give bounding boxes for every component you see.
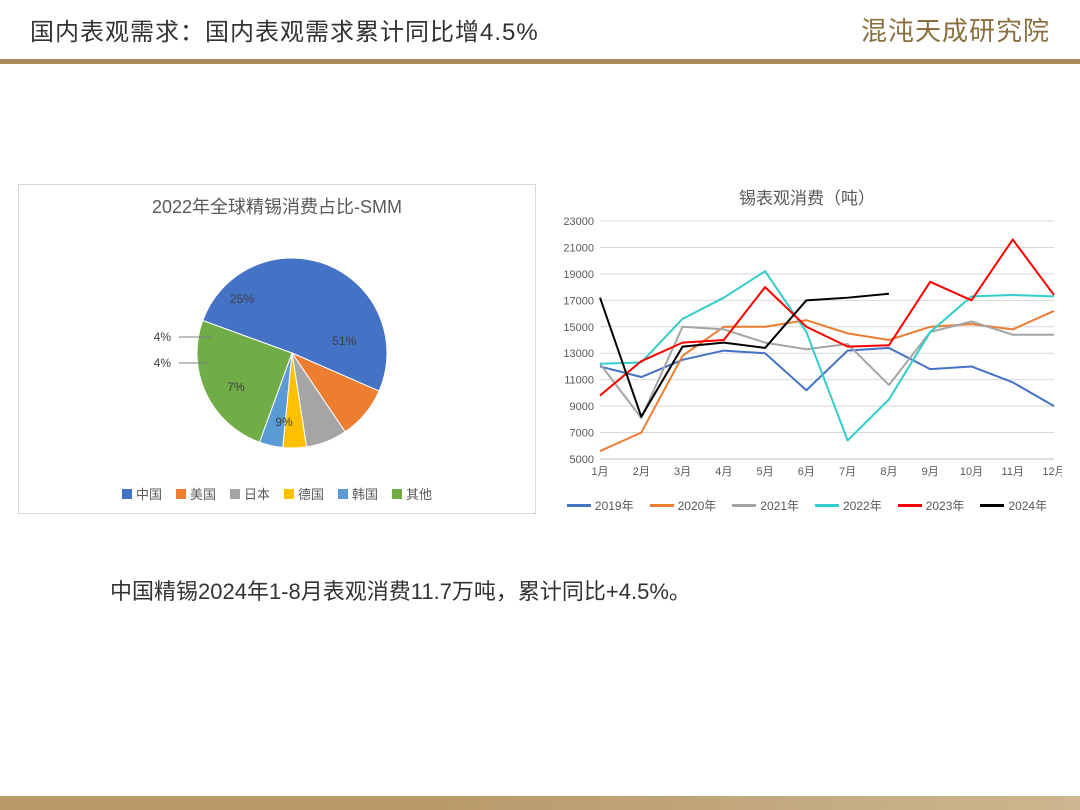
legend-label: 德国 — [298, 484, 324, 503]
pie-chart-svg: 51% 9% 7% 4% 4% 25% — [117, 235, 437, 465]
y-tick-label: 15000 — [563, 322, 594, 334]
institute-logo: 混沌天成研究院 — [861, 11, 1050, 48]
pie-chart-title: 2022年全球精锡消费占比-SMM — [152, 193, 402, 219]
y-tick-label: 13000 — [563, 348, 594, 360]
pie-label-中国: 51% — [332, 334, 356, 348]
pie-chart-panel: 2022年全球精锡消费占比-SMM 51% 9% 7% 4% 4% 25% 中国 美国 日本 德… — [18, 184, 536, 514]
legend-label: 2023年 — [926, 497, 965, 514]
legend-swatch — [815, 504, 839, 507]
pie-label-其他: 25% — [230, 292, 254, 306]
x-tick-label: 6月 — [798, 466, 815, 478]
x-tick-label: 12月 — [1042, 466, 1062, 478]
legend-swatch — [230, 489, 240, 499]
legend-label: 韩国 — [352, 484, 378, 503]
line-chart-panel: 锡表观消费（吨） 5000 7000 9000 11000 13000 15000 1700… — [552, 184, 1062, 514]
line-legend-item-2021年: 2021年 — [732, 497, 799, 514]
legend-swatch — [392, 489, 402, 499]
legend-swatch — [338, 489, 348, 499]
line-legend-item-2020年: 2020年 — [650, 497, 717, 514]
pie-legend-item-韩国: 韩国 — [338, 484, 378, 503]
x-tick-label: 8月 — [880, 466, 897, 478]
summary-text: 中国精锡2024年1-8月表观消费11.7万吨，累计同比+4.5%。 — [0, 514, 1080, 606]
x-tick-label: 4月 — [715, 466, 732, 478]
y-tick-label: 11000 — [564, 375, 594, 387]
legend-swatch — [567, 504, 591, 507]
legend-label: 中国 — [136, 484, 162, 503]
pie-chart-canvas: 51% 9% 7% 4% 4% 25% — [117, 223, 437, 476]
x-tick-label: 1月 — [591, 466, 608, 478]
line-chart-svg: 5000 7000 9000 11000 13000 15000 17000 19000 210… — [552, 215, 1062, 485]
line-legend-item-2024年: 2024年 — [980, 497, 1047, 514]
pie-label-德国: 4% — [154, 356, 172, 370]
legend-label: 2024年 — [1008, 497, 1047, 514]
pie-legend-item-美国: 美国 — [176, 484, 216, 503]
legend-label: 2022年 — [843, 497, 882, 514]
charts-row: 2022年全球精锡消费占比-SMM 51% 9% 7% 4% 4% 25% 中国 美国 日本 德… — [0, 64, 1080, 514]
line-series-2020年 — [600, 311, 1054, 451]
y-tick-label: 23000 — [563, 216, 594, 228]
legend-swatch — [650, 504, 674, 507]
legend-label: 2019年 — [595, 497, 634, 514]
legend-label: 其他 — [406, 484, 432, 503]
legend-swatch — [176, 489, 186, 499]
legend-label: 2020年 — [678, 497, 717, 514]
x-tick-label: 7月 — [839, 466, 856, 478]
x-tick-label: 3月 — [674, 466, 691, 478]
legend-label: 美国 — [190, 484, 216, 503]
legend-label: 日本 — [244, 484, 270, 503]
pie-label-日本: 7% — [227, 380, 245, 394]
legend-swatch — [284, 489, 294, 499]
line-legend-item-2022年: 2022年 — [815, 497, 882, 514]
y-tick-label: 17000 — [563, 295, 594, 307]
line-series-2022年 — [600, 271, 1054, 440]
legend-swatch — [122, 489, 132, 499]
x-tick-label: 5月 — [757, 466, 774, 478]
y-tick-label: 19000 — [563, 269, 594, 281]
pie-legend-item-其他: 其他 — [392, 484, 432, 503]
legend-swatch — [980, 504, 1004, 507]
header: 国内表观需求：国内表观需求累计同比增4.5% 混沌天成研究院 — [0, 0, 1080, 64]
line-chart-title: 锡表观消费（吨） — [552, 184, 1062, 209]
x-tick-label: 9月 — [922, 466, 939, 478]
legend-swatch — [732, 504, 756, 507]
footer-bar — [0, 796, 1080, 810]
pie-legend-item-中国: 中国 — [122, 484, 162, 503]
line-legend-item-2019年: 2019年 — [567, 497, 634, 514]
legend-label: 2021年 — [760, 497, 799, 514]
legend-swatch — [898, 504, 922, 507]
pie-legend-item-日本: 日本 — [230, 484, 270, 503]
pie-label-韩国: 4% — [154, 330, 172, 344]
y-tick-label: 5000 — [570, 454, 594, 466]
pie-label-美国: 9% — [275, 415, 293, 429]
page-title: 国内表观需求：国内表观需求累计同比增4.5% — [30, 12, 539, 47]
pie-chart-legend: 中国 美国 日本 德国 韩国 其他 — [122, 476, 432, 513]
y-tick-label: 21000 — [563, 242, 594, 254]
line-legend-item-2023年: 2023年 — [898, 497, 965, 514]
pie-legend-item-德国: 德国 — [284, 484, 324, 503]
y-tick-label: 9000 — [570, 401, 594, 413]
line-chart-canvas: 5000 7000 9000 11000 13000 15000 17000 19000 210… — [552, 215, 1062, 491]
y-tick-label: 7000 — [570, 428, 594, 440]
x-tick-label: 2月 — [633, 466, 650, 478]
x-tick-label: 10月 — [960, 466, 983, 478]
x-tick-label: 11月 — [1002, 466, 1024, 478]
line-chart-legend: 2019年 2020年 2021年 2022年 2023年 2024年 — [552, 491, 1062, 514]
